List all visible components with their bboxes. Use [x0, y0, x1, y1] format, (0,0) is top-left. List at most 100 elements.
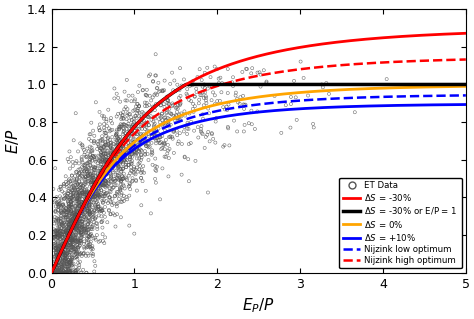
Point	[83, 222, 91, 227]
Point	[88, 225, 95, 230]
Point	[89, 184, 96, 189]
Point	[93, 233, 100, 238]
Point	[66, 189, 74, 194]
Point	[51, 214, 59, 219]
Point	[115, 127, 123, 132]
Point	[77, 223, 84, 228]
Point	[125, 93, 132, 98]
Point	[91, 216, 99, 221]
Point	[131, 97, 139, 102]
Point	[160, 141, 168, 146]
Point	[67, 199, 74, 204]
Point	[110, 176, 118, 181]
Point	[61, 214, 69, 219]
Point	[89, 253, 97, 258]
Point	[134, 130, 142, 135]
Point	[62, 266, 69, 271]
Point	[159, 89, 166, 94]
Point	[89, 247, 97, 252]
Point	[83, 169, 91, 174]
Point	[104, 136, 111, 141]
Point	[72, 217, 80, 222]
Point	[71, 211, 79, 216]
Point	[83, 154, 91, 159]
Point	[91, 259, 98, 264]
Point	[95, 192, 103, 197]
Point	[66, 230, 74, 235]
Point	[72, 193, 79, 198]
Point	[80, 202, 88, 207]
Point	[80, 147, 88, 152]
Point	[108, 161, 115, 166]
Point	[176, 87, 183, 93]
Point	[55, 268, 62, 273]
Point	[93, 146, 101, 152]
Point	[107, 174, 115, 180]
Point	[97, 175, 105, 181]
Point	[69, 262, 76, 267]
Point	[53, 262, 61, 267]
Point	[172, 105, 180, 110]
Point	[158, 123, 166, 128]
Point	[83, 189, 91, 194]
Point	[95, 189, 103, 194]
Point	[66, 259, 74, 264]
Point	[68, 219, 75, 224]
Point	[61, 256, 69, 261]
Point	[130, 166, 138, 171]
Point	[86, 209, 93, 214]
Point	[52, 254, 59, 259]
Point	[55, 230, 63, 235]
Point	[82, 203, 89, 208]
Point	[57, 237, 65, 242]
Point	[101, 184, 109, 189]
Point	[75, 240, 82, 245]
Point	[59, 203, 66, 208]
Point	[73, 217, 80, 222]
Point	[199, 131, 206, 137]
Point	[72, 217, 79, 222]
Point	[57, 204, 65, 210]
Point	[95, 154, 103, 159]
Point	[126, 133, 133, 138]
Point	[86, 209, 93, 214]
Point	[81, 195, 88, 200]
Point	[89, 226, 96, 232]
Point	[62, 214, 70, 219]
Point	[97, 168, 105, 174]
Point	[56, 251, 64, 256]
Point	[85, 216, 93, 221]
Point	[52, 270, 60, 275]
Point	[55, 222, 63, 227]
Point	[79, 204, 87, 209]
Point	[100, 156, 108, 161]
Point	[120, 148, 128, 153]
Point	[68, 196, 75, 201]
Point	[157, 140, 165, 145]
Point	[137, 139, 144, 145]
Point	[229, 84, 237, 89]
Point	[117, 199, 124, 204]
Point	[111, 152, 119, 157]
Point	[91, 182, 99, 187]
Point	[60, 183, 68, 189]
Point	[79, 185, 87, 190]
Point	[91, 168, 99, 173]
Point	[76, 194, 83, 199]
Point	[63, 270, 71, 275]
Point	[133, 147, 141, 152]
Point	[137, 147, 145, 152]
Point	[86, 244, 93, 249]
Point	[63, 245, 71, 250]
Point	[52, 219, 60, 224]
Point	[81, 204, 88, 209]
Point	[51, 200, 58, 205]
Point	[147, 114, 155, 119]
Point	[102, 117, 110, 122]
Point	[136, 110, 143, 115]
Point	[142, 188, 149, 193]
Point	[63, 267, 70, 272]
Point	[94, 178, 101, 183]
Point	[99, 148, 107, 153]
Point	[86, 219, 93, 225]
